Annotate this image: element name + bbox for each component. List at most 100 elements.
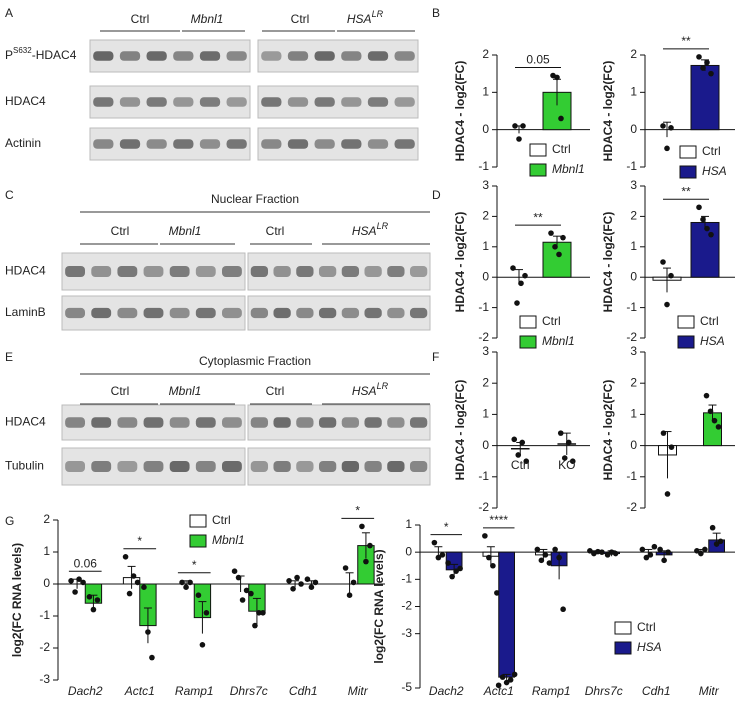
blot-band xyxy=(250,460,269,473)
blot-band xyxy=(341,51,362,61)
significance-label: 0.05 xyxy=(526,53,550,67)
y-tick-label: 0 xyxy=(482,438,489,452)
blot-title: Cytoplasmic Fraction xyxy=(199,354,311,368)
blot-band xyxy=(91,417,112,428)
y-axis-label: HDAC4 - log2(FC) xyxy=(453,380,467,481)
data-point xyxy=(709,524,716,531)
data-point xyxy=(453,568,459,574)
y-tick-label: -1 xyxy=(39,608,50,622)
blot-band xyxy=(364,265,382,278)
x-tick-label: Dach2 xyxy=(68,684,103,698)
x-tick-label: Mitr xyxy=(348,684,369,698)
blot-band xyxy=(93,139,114,149)
y-tick-label: 0 xyxy=(630,438,637,452)
group-label: HSALR xyxy=(347,9,384,26)
blot-band xyxy=(387,460,405,473)
legend-swatch xyxy=(679,165,697,179)
data-point xyxy=(651,543,658,550)
data-point xyxy=(122,554,129,560)
significance-label: * xyxy=(444,520,449,534)
y-tick-label: 2 xyxy=(482,375,489,389)
data-point xyxy=(587,548,593,554)
blot-band xyxy=(65,460,86,473)
group-label: Mbnl1 xyxy=(191,12,224,26)
y-tick-label: -1 xyxy=(626,300,637,314)
blot-band xyxy=(261,97,282,107)
data-point xyxy=(704,59,710,66)
legend-swatch xyxy=(529,163,547,177)
blot-band xyxy=(273,265,291,278)
y-axis-label: HDAC4 - log2(FC) xyxy=(453,212,467,313)
data-point xyxy=(187,579,193,586)
y-tick-label: -2 xyxy=(39,640,50,654)
data-point xyxy=(90,606,97,613)
bar xyxy=(690,64,720,131)
row-name: Tubulin xyxy=(5,459,44,473)
y-tick-label: 1 xyxy=(482,239,489,253)
y-tick-label: -1 xyxy=(626,159,637,173)
blot-band xyxy=(367,97,389,107)
blot-band xyxy=(364,460,382,473)
data-point xyxy=(707,408,714,415)
data-point xyxy=(700,65,706,71)
blot-band xyxy=(221,417,242,428)
significance-label: ** xyxy=(681,184,691,198)
data-point xyxy=(72,589,78,595)
data-point xyxy=(490,562,496,569)
group-name: Ctrl xyxy=(266,384,285,398)
y-axis-label: HDAC4 - log2(FC) xyxy=(601,380,615,481)
y-tick-label: -3 xyxy=(39,672,50,686)
data-point xyxy=(126,590,133,597)
data-point xyxy=(552,244,558,250)
data-point xyxy=(149,654,155,661)
panel-label: D xyxy=(432,188,441,202)
data-point xyxy=(486,554,492,561)
bar xyxy=(690,221,720,278)
data-point xyxy=(711,417,718,424)
data-point xyxy=(80,579,86,586)
y-tick-label: 0 xyxy=(482,122,489,136)
blot-band xyxy=(221,307,242,319)
row-label: HDAC4 xyxy=(5,415,46,429)
y-tick-label: 0 xyxy=(43,576,50,590)
y-tick-label: 0 xyxy=(630,269,637,283)
blot-image xyxy=(257,39,419,73)
legend-label: Ctrl xyxy=(702,144,721,158)
data-point xyxy=(312,579,319,586)
data-point xyxy=(235,574,242,581)
panel-label: A xyxy=(5,6,13,20)
data-point xyxy=(522,272,528,279)
x-tick-label: Dach2 xyxy=(429,684,464,698)
blot-band xyxy=(394,51,415,61)
blot-band xyxy=(169,307,190,319)
significance-label: 0.06 xyxy=(74,556,98,570)
y-tick-label: 0 xyxy=(405,544,412,558)
significance-label: ** xyxy=(533,210,543,224)
blot-band xyxy=(387,307,405,319)
blot-band xyxy=(250,265,269,278)
x-tick-label: Actc1 xyxy=(483,684,514,698)
data-point xyxy=(560,606,566,613)
y-tick-label: 3 xyxy=(630,344,637,358)
y-tick-label: 1 xyxy=(630,239,637,253)
blot-band xyxy=(119,139,141,149)
blot-band xyxy=(195,460,216,473)
blot-band xyxy=(173,51,194,61)
group-name: HSA xyxy=(347,12,372,26)
blot-band xyxy=(117,460,138,473)
legend-label: Mbnl1 xyxy=(542,334,575,348)
data-point xyxy=(552,546,558,553)
blot-image xyxy=(89,39,251,73)
blot-band xyxy=(119,51,141,61)
data-point xyxy=(359,523,365,530)
blot-band xyxy=(273,307,291,319)
data-point xyxy=(668,444,675,450)
blot-band xyxy=(394,139,415,149)
data-point xyxy=(664,301,670,308)
blot-band xyxy=(250,417,269,428)
row-label: Actinin xyxy=(5,136,41,150)
y-tick-label: 1 xyxy=(630,407,637,421)
y-tick-label: 2 xyxy=(630,209,637,223)
legend-label: HSA xyxy=(637,640,662,654)
